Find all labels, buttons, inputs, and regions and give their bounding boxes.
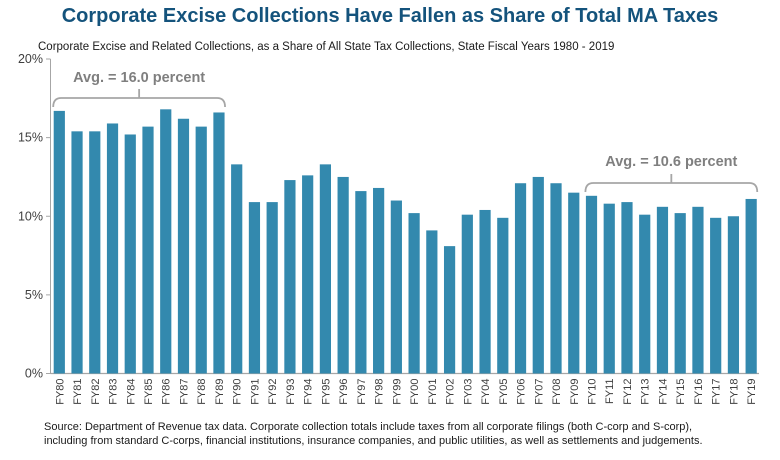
x-label-FY88: FY88 xyxy=(196,379,208,405)
x-label-FY18: FY18 xyxy=(728,379,740,405)
x-label-FY16: FY16 xyxy=(693,379,705,405)
x-label-FY12: FY12 xyxy=(622,379,634,405)
x-label-FY14: FY14 xyxy=(657,379,669,405)
bar-FY87 xyxy=(177,118,190,374)
chart-title: Corporate Excise Collections Have Fallen… xyxy=(61,5,719,27)
bar-FY85 xyxy=(142,126,154,374)
bar-FY84 xyxy=(124,134,136,374)
x-label-FY86: FY86 xyxy=(161,379,173,405)
y-tick-label-5%: 5% xyxy=(25,288,43,302)
avg-bracket-2 xyxy=(584,174,759,193)
x-label-FY80: FY80 xyxy=(54,379,66,405)
avg-annotation-2: Avg. = 10.6 percent xyxy=(605,154,737,170)
x-label-FY11: FY11 xyxy=(604,379,616,404)
source-note-line-1: Source: Department of Revenue tax data. … xyxy=(44,421,693,433)
x-label-FY00: FY00 xyxy=(409,379,421,405)
bar-FY82 xyxy=(89,131,101,374)
x-label-FY93: FY93 xyxy=(285,379,297,405)
bar-FY93 xyxy=(284,180,296,374)
x-label-FY84: FY84 xyxy=(125,379,137,405)
bar-FY90 xyxy=(231,164,243,374)
x-label-FY95: FY95 xyxy=(320,379,332,405)
bar-FY16 xyxy=(692,206,704,374)
bar-FY89 xyxy=(213,112,225,374)
x-label-FY89: FY89 xyxy=(214,379,226,405)
x-label-FY98: FY98 xyxy=(374,379,386,405)
y-tick-label-20%: 20% xyxy=(18,52,43,66)
chart-subtitle: Corporate Excise and Related Collections… xyxy=(38,41,615,53)
bar-FY97 xyxy=(355,191,367,374)
bar-FY13 xyxy=(639,214,651,374)
bar-FY18 xyxy=(727,216,740,374)
bar-FY96 xyxy=(337,176,349,374)
bar-FY86 xyxy=(160,109,172,374)
x-label-FY13: FY13 xyxy=(640,379,652,405)
bar-FY80 xyxy=(53,110,65,374)
x-label-FY90: FY90 xyxy=(232,379,244,405)
x-label-FY81: FY81 xyxy=(72,379,84,405)
bar-FY06 xyxy=(514,183,527,374)
x-label-FY19: FY19 xyxy=(746,379,758,405)
x-label-FY07: FY07 xyxy=(533,379,545,405)
y-tick-label-0%: 0% xyxy=(25,367,43,381)
x-label-FY01: FY01 xyxy=(427,379,439,405)
x-label-FY83: FY83 xyxy=(108,379,120,405)
bar-FY83 xyxy=(106,123,119,374)
bar-FY09 xyxy=(568,192,580,374)
bar-FY04 xyxy=(479,209,491,374)
x-label-FY17: FY17 xyxy=(711,379,723,405)
bar-FY03 xyxy=(461,214,473,374)
x-label-FY85: FY85 xyxy=(143,379,155,405)
x-label-FY08: FY08 xyxy=(551,379,563,405)
bar-FY99 xyxy=(390,200,402,374)
bar-FY05 xyxy=(497,217,509,374)
bar-FY19 xyxy=(745,198,757,374)
bar-FY14 xyxy=(656,206,669,374)
x-label-FY04: FY04 xyxy=(480,379,492,405)
x-label-FY99: FY99 xyxy=(391,379,403,405)
x-label-FY82: FY82 xyxy=(90,379,102,405)
source-note-line-2: including from standard C-corps, financi… xyxy=(44,435,703,447)
x-label-FY06: FY06 xyxy=(516,379,528,405)
x-label-FY10: FY10 xyxy=(587,379,599,405)
bar-FY95 xyxy=(319,164,331,374)
bar-FY91 xyxy=(248,202,261,374)
bar-FY07 xyxy=(532,176,544,374)
x-label-FY96: FY96 xyxy=(338,379,350,405)
x-label-FY05: FY05 xyxy=(498,379,510,405)
bar-FY15 xyxy=(674,213,686,374)
x-label-FY15: FY15 xyxy=(675,379,687,405)
bar-FY98 xyxy=(373,187,385,374)
bar-FY88 xyxy=(195,126,207,374)
x-label-FY94: FY94 xyxy=(303,379,315,405)
bar-FY92 xyxy=(266,202,278,374)
bar-FY10 xyxy=(585,195,598,374)
x-label-FY92: FY92 xyxy=(267,379,279,405)
avg-bracket-1 xyxy=(52,89,226,108)
x-label-FY97: FY97 xyxy=(356,379,368,405)
y-tick-label-10%: 10% xyxy=(18,209,43,223)
bar-FY17 xyxy=(710,217,722,374)
source-note: Source: Department of Revenue tax data. … xyxy=(44,420,703,448)
x-label-FY03: FY03 xyxy=(462,379,474,405)
bar-FY08 xyxy=(550,183,562,374)
bar-FY11 xyxy=(603,203,615,374)
x-label-FY91: FY91 xyxy=(249,379,261,405)
avg-annotation-1: Avg. = 16.0 percent xyxy=(73,70,205,86)
bar-FY94 xyxy=(302,175,314,374)
x-label-FY87: FY87 xyxy=(178,379,190,405)
x-label-FY09: FY09 xyxy=(569,379,581,405)
bar-FY12 xyxy=(621,202,633,374)
bar-FY81 xyxy=(71,131,83,374)
bar-FY01 xyxy=(426,230,438,374)
bar-FY02 xyxy=(443,246,456,374)
y-tick-label-15%: 15% xyxy=(18,131,43,145)
bar-FY00 xyxy=(408,213,420,374)
x-label-FY02: FY02 xyxy=(445,379,457,405)
